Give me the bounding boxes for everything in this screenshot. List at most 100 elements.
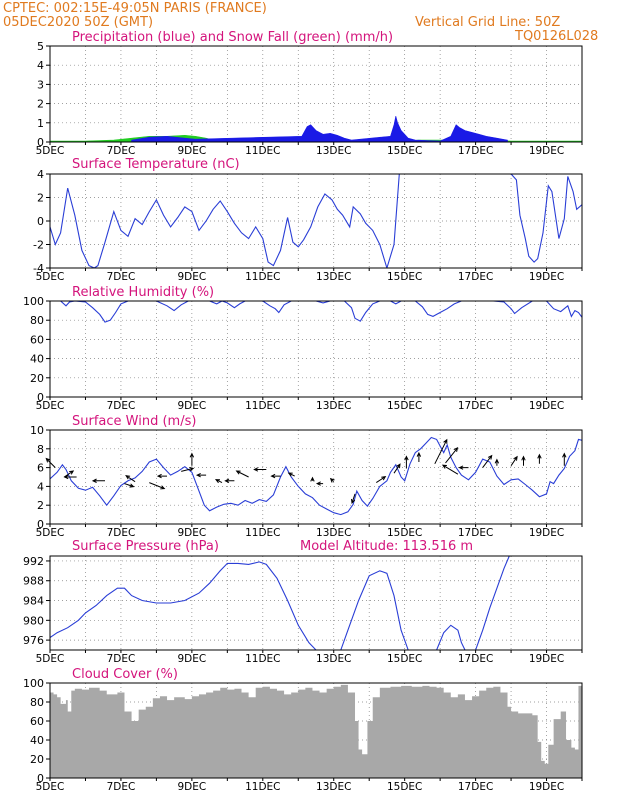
pressure-xtick-label: 13DEC: [316, 653, 351, 665]
precip-xtick-label: 15DEC: [387, 145, 422, 157]
wind-ytick-label: 10: [30, 424, 44, 437]
pressure-frame: [49, 555, 583, 651]
temperature-xtick-label: 7DEC: [107, 271, 136, 283]
humidity-xtick-label: 9DEC: [177, 400, 206, 412]
temperature-xtick-label: 5DEC: [36, 271, 65, 283]
cloud-xtick-label: 9DEC: [177, 781, 206, 793]
wind-ytick-label: 8: [37, 443, 44, 456]
humidity-ytick-label: 60: [30, 333, 44, 346]
pressure-panel: 976 980 984 988 992 5DEC 7DEC 9DEC 11DEC 13DEC 15D…: [23, 539, 583, 665]
precip-xtick-label: 7DEC: [107, 145, 136, 157]
pressure-xtick-label: 19DEC: [529, 653, 564, 665]
cloud-ytick-label: 60: [30, 715, 44, 728]
precip-ytick-label: 1: [37, 117, 44, 130]
wind-vector: [91, 478, 105, 483]
wind-vector: [181, 467, 195, 472]
pressure-ytick-label: 980: [23, 614, 44, 627]
temperature-panel: -4 -2 0 2 4 5DEC 7DEC 9DEC 11DEC 13DEC 15DEC 17DEC 1…: [33, 157, 583, 283]
pressure-ytick-label: 992: [23, 555, 44, 568]
temperature-xtick-label: 9DEC: [177, 271, 206, 283]
wind-vector: [235, 470, 249, 478]
wind-xtick-label: 19DEC: [529, 527, 564, 539]
wind-vector: [315, 481, 324, 486]
humidity-xtick-label: 17DEC: [458, 400, 493, 412]
wind-vector: [195, 472, 207, 478]
humidity-ytick-label: 20: [30, 372, 44, 385]
wind-vector: [270, 473, 281, 479]
precip-xtick-label: 17DEC: [458, 145, 493, 157]
wind-vector: [537, 453, 542, 464]
humidity-xtick-label: 11DEC: [245, 400, 280, 412]
temperature-series-line: [50, 174, 582, 268]
humidity-panel: 0 20 40 60 80 100 5DEC 7DEC 9DEC 11DEC 13DEC 15DEC 1…: [23, 285, 583, 412]
humidity-xtick-label: 13DEC: [316, 400, 351, 412]
wind-xtick-label: 5DEC: [36, 527, 65, 539]
wind-xtick-label: 11DEC: [245, 527, 280, 539]
cloud-xtick-label: 11DEC: [245, 781, 280, 793]
temperature-xtick-label: 11DEC: [245, 271, 280, 283]
wind-vector: [124, 483, 135, 488]
wind-xtick-label: 17DEC: [458, 527, 493, 539]
temperature-ytick-label: -2: [33, 239, 44, 252]
wind-vector: [149, 482, 166, 490]
humidity-series-line: [50, 301, 582, 323]
precip-ytick-label: 3: [37, 78, 44, 91]
header-location: CPTEC: 002:15E-49:05N PARIS (FRANCE): [3, 1, 267, 16]
wind-vector: [510, 455, 518, 466]
humidity-xtick-label: 15DEC: [387, 400, 422, 412]
cloud-ytick-label: 0: [37, 772, 44, 785]
cloud-xtick-label: 13DEC: [316, 781, 351, 793]
humidity-xtick-label: 19DEC: [529, 400, 564, 412]
humidity-xtick-label: 5DEC: [36, 400, 65, 412]
precip-ytick-label: 5: [37, 40, 44, 53]
wind-ytick-label: 2: [37, 499, 44, 512]
pressure-series-line: [475, 556, 510, 650]
humidity-ytick-label: 100: [23, 295, 44, 308]
wind-vector: [404, 455, 409, 469]
cloud-title: Cloud Cover (%): [72, 667, 178, 682]
wind-vector: [224, 478, 235, 483]
pressure-ytick-label: 976: [23, 634, 44, 647]
precip-panel: 0 1 2 3 4 5 5DEC 7DEC 9DEC 11DEC 13DEC 15DEC 17DEC 19…: [36, 30, 583, 157]
pressure-series-line: [340, 570, 409, 650]
wind-vector: [45, 457, 56, 468]
header-model-code: TQ0126L028: [514, 29, 598, 44]
wind-vector: [445, 447, 459, 464]
wind-vector: [494, 458, 500, 466]
cloud-panel: 0 20 40 60 80 100 5DEC 7DEC 9DEC 11DEC 13DEC 15DEC 1…: [23, 667, 583, 793]
precip-xtick-label: 11DEC: [245, 145, 280, 157]
wind-vector: [125, 475, 136, 483]
pressure-xtick-label: 15DEC: [387, 653, 422, 665]
cloud-xtick-label: 7DEC: [107, 781, 136, 793]
cloud-frame: [49, 682, 583, 779]
cloud-ytick-label: 80: [30, 696, 44, 709]
wind-xtick-label: 15DEC: [387, 527, 422, 539]
wind-vector: [416, 451, 422, 462]
wind-xtick-label: 7DEC: [107, 527, 136, 539]
cloud-xtick-label: 15DEC: [387, 781, 422, 793]
wind-vector: [214, 479, 223, 484]
humidity-frame: [49, 300, 583, 398]
pressure-xtick-label: 9DEC: [177, 653, 206, 665]
wind-vector: [458, 465, 469, 470]
wind-vector: [329, 477, 335, 483]
precip-precip-area: [131, 116, 508, 142]
temperature-ytick-label: 4: [37, 168, 44, 181]
temperature-ytick-label: 0: [37, 215, 44, 228]
cloud-xtick-label: 19DEC: [529, 781, 564, 793]
pressure-xtick-label: 5DEC: [36, 653, 65, 665]
pressure-xtick-label: 7DEC: [107, 653, 136, 665]
temperature-xtick-label: 19DEC: [529, 271, 564, 283]
cloud-xtick-label: 17DEC: [458, 781, 493, 793]
wind-frame: [49, 429, 583, 525]
wind-xtick-label: 13DEC: [316, 527, 351, 539]
wind-vector: [351, 493, 356, 504]
precip-ytick-label: 2: [37, 98, 44, 111]
wind-series-line: [50, 436, 582, 516]
wind-vector: [376, 475, 387, 484]
wind-vector: [521, 455, 526, 466]
cloud-cover-area: [50, 684, 582, 778]
precip-frame: [49, 45, 583, 143]
wind-vector: [441, 464, 459, 475]
humidity-ytick-label: 80: [30, 314, 44, 327]
